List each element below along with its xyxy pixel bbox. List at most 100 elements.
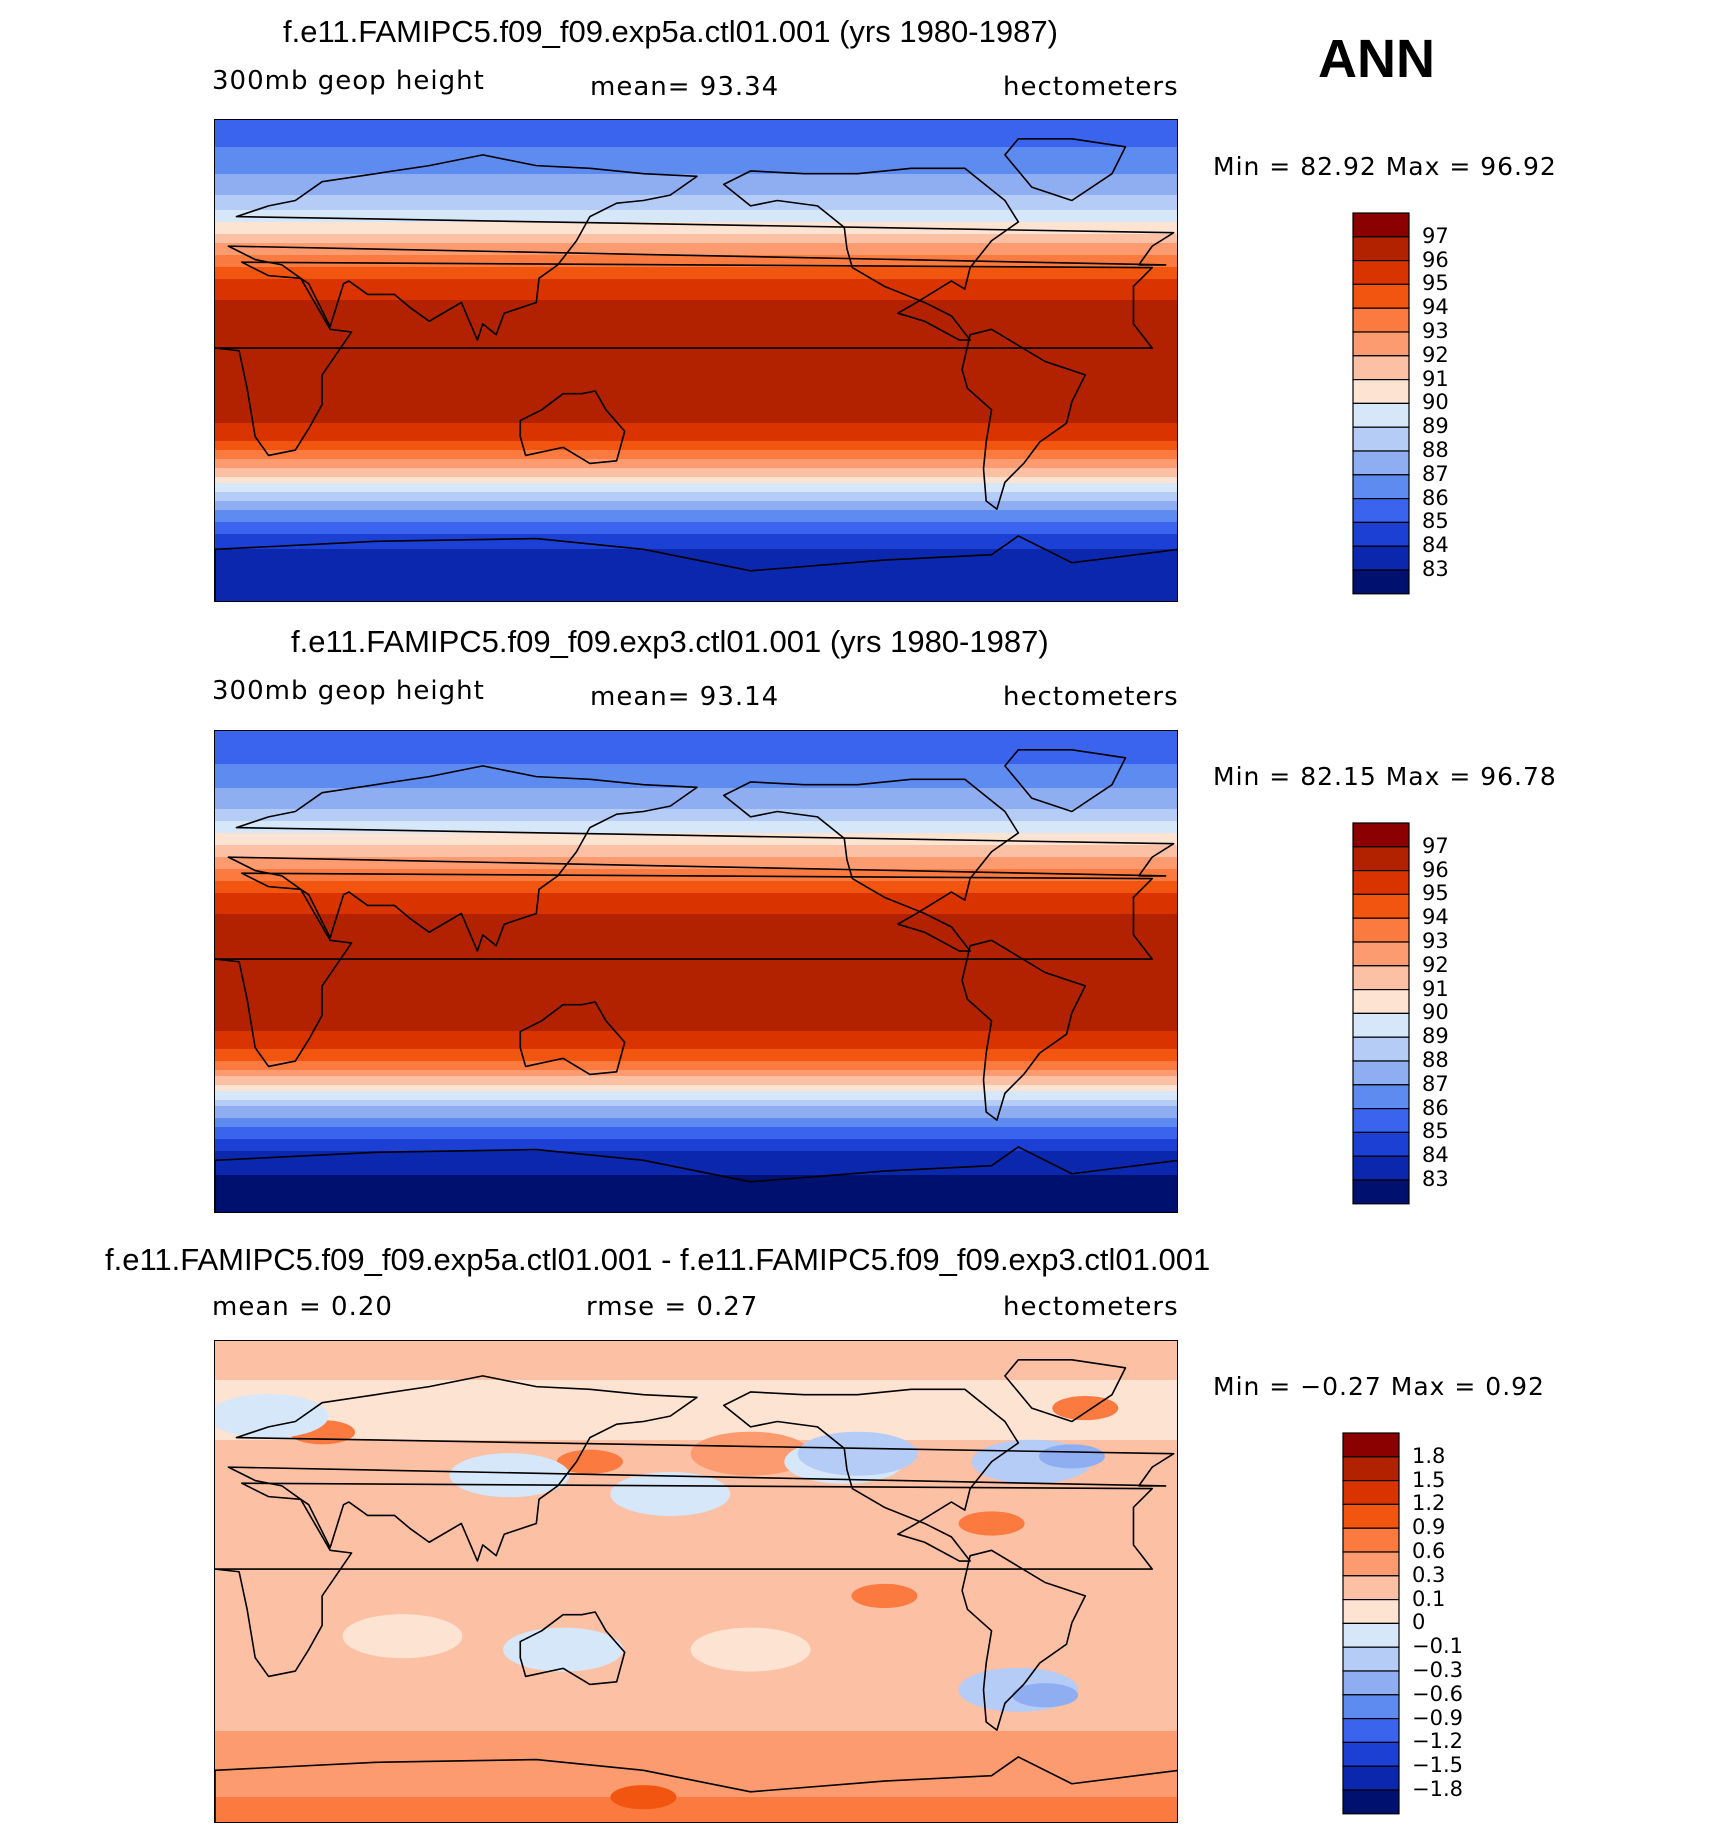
zonal-band	[215, 1094, 1177, 1098]
zonal-band	[215, 1545, 1177, 1549]
zonal-band	[215, 462, 1177, 466]
colorbar-swatch	[1352, 521, 1410, 547]
colorbar-swatch	[1352, 1108, 1410, 1134]
colorbar-tick-label: 93	[1422, 319, 1449, 343]
zonal-band	[215, 594, 1177, 598]
zonal-band	[215, 420, 1177, 424]
zonal-band	[215, 336, 1177, 340]
colorbar-tick-label: 96	[1422, 857, 1449, 882]
zonal-band	[215, 288, 1177, 292]
zonal-band	[215, 1677, 1177, 1681]
zonal-band	[215, 1755, 1177, 1759]
zonal-band	[215, 441, 1177, 445]
zonal-band	[215, 1073, 1177, 1077]
zonal-band	[215, 534, 1177, 538]
zonal-band	[215, 1692, 1177, 1696]
zonal-band	[215, 1725, 1177, 1729]
zonal-band	[215, 264, 1177, 268]
zonal-band	[215, 510, 1177, 514]
zonal-band	[215, 132, 1177, 136]
zonal-band	[215, 321, 1177, 325]
zonal-band	[215, 896, 1177, 900]
zonal-band	[215, 1740, 1177, 1744]
colorbar-tick-label: 91	[1422, 366, 1449, 391]
colorbar-svg	[1352, 212, 1410, 595]
colorbar-tick-label: 85	[1422, 509, 1449, 534]
zonal-band	[215, 1806, 1177, 1810]
anomaly-region	[690, 1431, 811, 1476]
zonal-band	[215, 1599, 1177, 1603]
zonal-band	[215, 980, 1177, 984]
zonal-band	[215, 1467, 1177, 1471]
zonal-band	[215, 207, 1177, 211]
colorbar-swatch	[1352, 1060, 1410, 1086]
colorbar-swatch	[1342, 1646, 1400, 1672]
zonal-band	[215, 159, 1177, 163]
zonal-band	[215, 1605, 1177, 1609]
zonal-band	[215, 189, 1177, 193]
zonal-band	[215, 471, 1177, 475]
zonal-band	[215, 123, 1177, 127]
zonal-band	[215, 210, 1177, 214]
zonal-band	[215, 393, 1177, 397]
zonal-band	[215, 1193, 1177, 1197]
zonal-band	[215, 740, 1177, 744]
zonal-band	[215, 144, 1177, 148]
zonal-band	[215, 854, 1177, 858]
zonal-band	[215, 1698, 1177, 1702]
zonal-band	[215, 1067, 1177, 1071]
zonal-band	[215, 1629, 1177, 1633]
zonal-band	[215, 198, 1177, 202]
zonal-band	[215, 1046, 1177, 1050]
zonal-band	[215, 1389, 1177, 1393]
colorbar-tick-label: 97	[1422, 223, 1449, 248]
zonal-band	[215, 1710, 1177, 1714]
zonal-band	[215, 1160, 1177, 1164]
zonal-band	[215, 908, 1177, 912]
zonal-band	[215, 1563, 1177, 1567]
zonal-band	[215, 914, 1177, 918]
zonal-band	[215, 1106, 1177, 1110]
zonal-band	[215, 561, 1177, 565]
zonal-band	[215, 1377, 1177, 1381]
zonal-band	[215, 1142, 1177, 1146]
zonal-band	[215, 1353, 1177, 1357]
zonal-band	[215, 1407, 1177, 1411]
zonal-band	[215, 1350, 1177, 1354]
zonal-band	[215, 911, 1177, 915]
zonal-band	[215, 752, 1177, 756]
colorbar-tick-label: 84	[1422, 533, 1449, 558]
zonal-band	[215, 734, 1177, 738]
zonal-band	[215, 1004, 1177, 1008]
panel-3-title: f.e11.FAMIPC5.f09_f09.exp5a.ctl01.001 - …	[105, 1242, 1211, 1277]
zonal-band	[215, 1022, 1177, 1026]
zonal-band	[215, 1070, 1177, 1074]
zonal-band	[215, 842, 1177, 846]
zonal-band	[215, 1392, 1177, 1396]
zonal-band	[215, 923, 1177, 927]
zonal-band	[215, 597, 1177, 601]
zonal-band	[215, 1383, 1177, 1387]
zonal-band	[215, 501, 1177, 505]
zonal-band	[215, 552, 1177, 556]
zonal-band	[215, 396, 1177, 400]
zonal-band	[215, 1791, 1177, 1795]
zonal-band	[215, 519, 1177, 523]
zonal-band	[215, 387, 1177, 391]
zonal-band	[215, 1040, 1177, 1044]
anomaly-region	[1038, 1444, 1105, 1469]
colorbar-tick-label: −1.8	[1412, 1777, 1463, 1801]
zonal-band	[215, 839, 1177, 843]
zonal-band	[215, 1082, 1177, 1086]
zonal-band	[215, 1121, 1177, 1125]
zonal-band	[215, 318, 1177, 322]
zonal-band	[215, 498, 1177, 502]
zonal-band	[215, 1386, 1177, 1390]
zonal-band	[215, 576, 1177, 580]
zonal-band	[215, 417, 1177, 421]
zonal-band	[215, 1103, 1177, 1107]
zonal-band	[215, 543, 1177, 547]
colorbar-tick-label: −0.3	[1412, 1658, 1463, 1682]
continent-outline	[961, 1549, 1087, 1731]
zonal-band	[215, 1148, 1177, 1152]
